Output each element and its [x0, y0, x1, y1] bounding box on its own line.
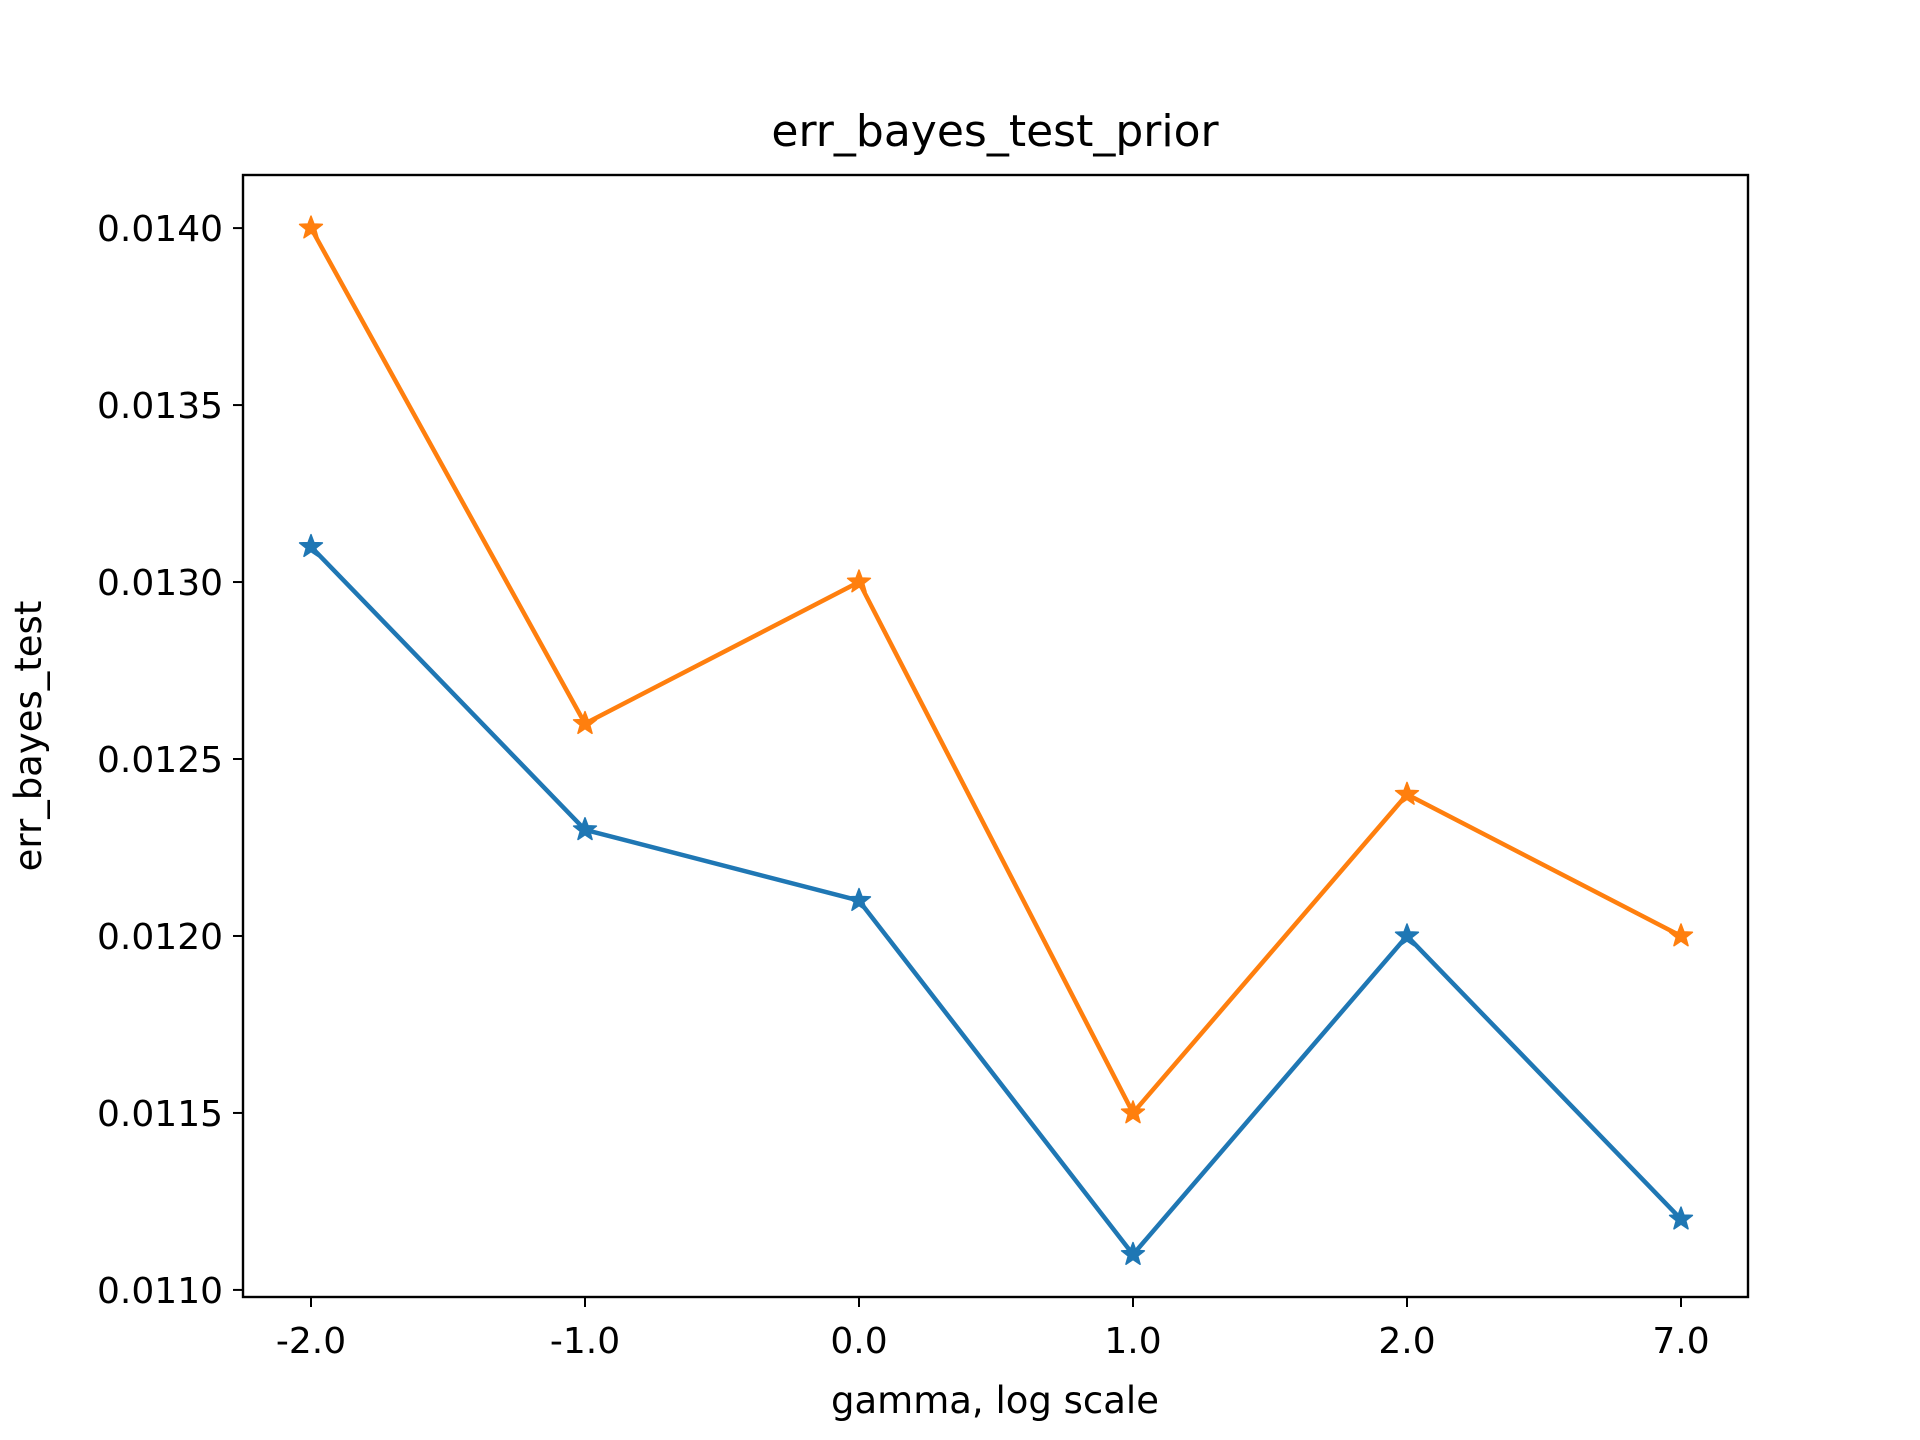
series-2-line [308, 225, 1684, 1116]
y-tick-label: 0.0125 [97, 740, 223, 781]
y-tick-label: 0.0120 [97, 917, 223, 958]
y-tick-label: 0.0110 [97, 1271, 223, 1312]
plot-frame [241, 173, 1750, 1299]
y-tick-label: 0.0140 [97, 209, 223, 250]
y-tick-label: 0.0130 [97, 563, 223, 604]
x-tick-label: 7.0 [1652, 1321, 1709, 1362]
series-2-point [1394, 781, 1420, 805]
series-1-point [298, 533, 324, 558]
x-tick-label: -2.0 [276, 1321, 346, 1362]
series-2-point [572, 710, 598, 735]
series-2-point [298, 215, 324, 239]
y-axis-label: err_bayes_test [7, 601, 50, 872]
chart-title: err_bayes_test_prior [771, 106, 1219, 157]
x-tick-label: 2.0 [1378, 1321, 1435, 1362]
series-1-point [1668, 1206, 1694, 1230]
y-tick-label: 0.0135 [97, 386, 223, 427]
series-1-point [1120, 1241, 1146, 1265]
series-1-point [846, 887, 872, 912]
x-tick-label: 1.0 [1104, 1321, 1161, 1362]
x-tick-label: -1.0 [550, 1321, 620, 1362]
y-axis: 0.0110 0.0115 0.0120 0.0125 0.0130 0.0135 0.01… [97, 209, 243, 1312]
x-axis-label: gamma, log scale [831, 1379, 1159, 1422]
x-axis: -2.0 -1.0 0.0 1.0 2.0 7.0 [276, 1297, 1710, 1362]
series-2-point [846, 569, 872, 593]
series-1-point [572, 817, 598, 841]
plot-area [298, 215, 1694, 1265]
series-1-point [1394, 923, 1420, 947]
x-tick-label: 0.0 [830, 1321, 887, 1362]
series-2-point [1120, 1100, 1146, 1124]
series-2-point [1668, 923, 1694, 947]
y-tick-label: 0.0115 [97, 1094, 223, 1135]
series-1-line [308, 544, 1684, 1257]
